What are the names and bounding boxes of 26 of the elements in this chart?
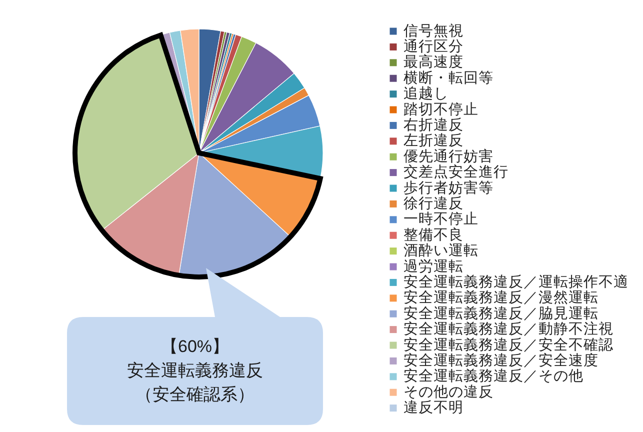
legend-label: 左折違反 bbox=[404, 132, 464, 150]
legend-label: 酒酔い運転 bbox=[404, 242, 478, 260]
legend-label: 信号無視 bbox=[404, 22, 464, 40]
legend-label: 横断・転回等 bbox=[404, 69, 494, 86]
legend-label: 歩行者妨害等 bbox=[404, 179, 494, 196]
legend-label: 一時不停止 bbox=[404, 210, 478, 228]
legend-label: 右折違反 bbox=[404, 116, 464, 134]
text: 【60%】安全運転義務違反（安全確認系） bbox=[126, 336, 264, 406]
legend-label: 安全運転義務違反／脇見運転 bbox=[404, 304, 598, 322]
legend-label: 交差点安全進行 bbox=[404, 164, 508, 181]
legend-label: 優先通行妨害 bbox=[404, 148, 494, 165]
legend-label: 最高速度 bbox=[404, 54, 464, 71]
legend-label: 過労運転 bbox=[404, 258, 464, 275]
legend-label: 追越し bbox=[404, 85, 448, 102]
legend-label: 安全運転義務違反／安全速度 bbox=[404, 352, 598, 369]
legend-label: 安全運転義務違反／その他 bbox=[404, 368, 584, 385]
legend-label: 安全運転義務違反／漫然運転 bbox=[404, 289, 598, 306]
legend-label: 安全運転義務違反／動静不注視 bbox=[404, 320, 614, 338]
legend-label: 踏切不停止 bbox=[404, 100, 478, 118]
legend-label: 通行区分 bbox=[404, 38, 464, 55]
legend-label: 違反不明 bbox=[404, 399, 464, 416]
legend-label: 整備不良 bbox=[404, 226, 464, 244]
legend-label: 徐行違反 bbox=[404, 194, 464, 212]
legend-label: 安全運転義務違反／運転操作不適 bbox=[404, 273, 628, 290]
legend-label: 安全運転義務違反／安全不確認 bbox=[404, 336, 614, 354]
legend-label: その他の違反 bbox=[404, 383, 494, 400]
